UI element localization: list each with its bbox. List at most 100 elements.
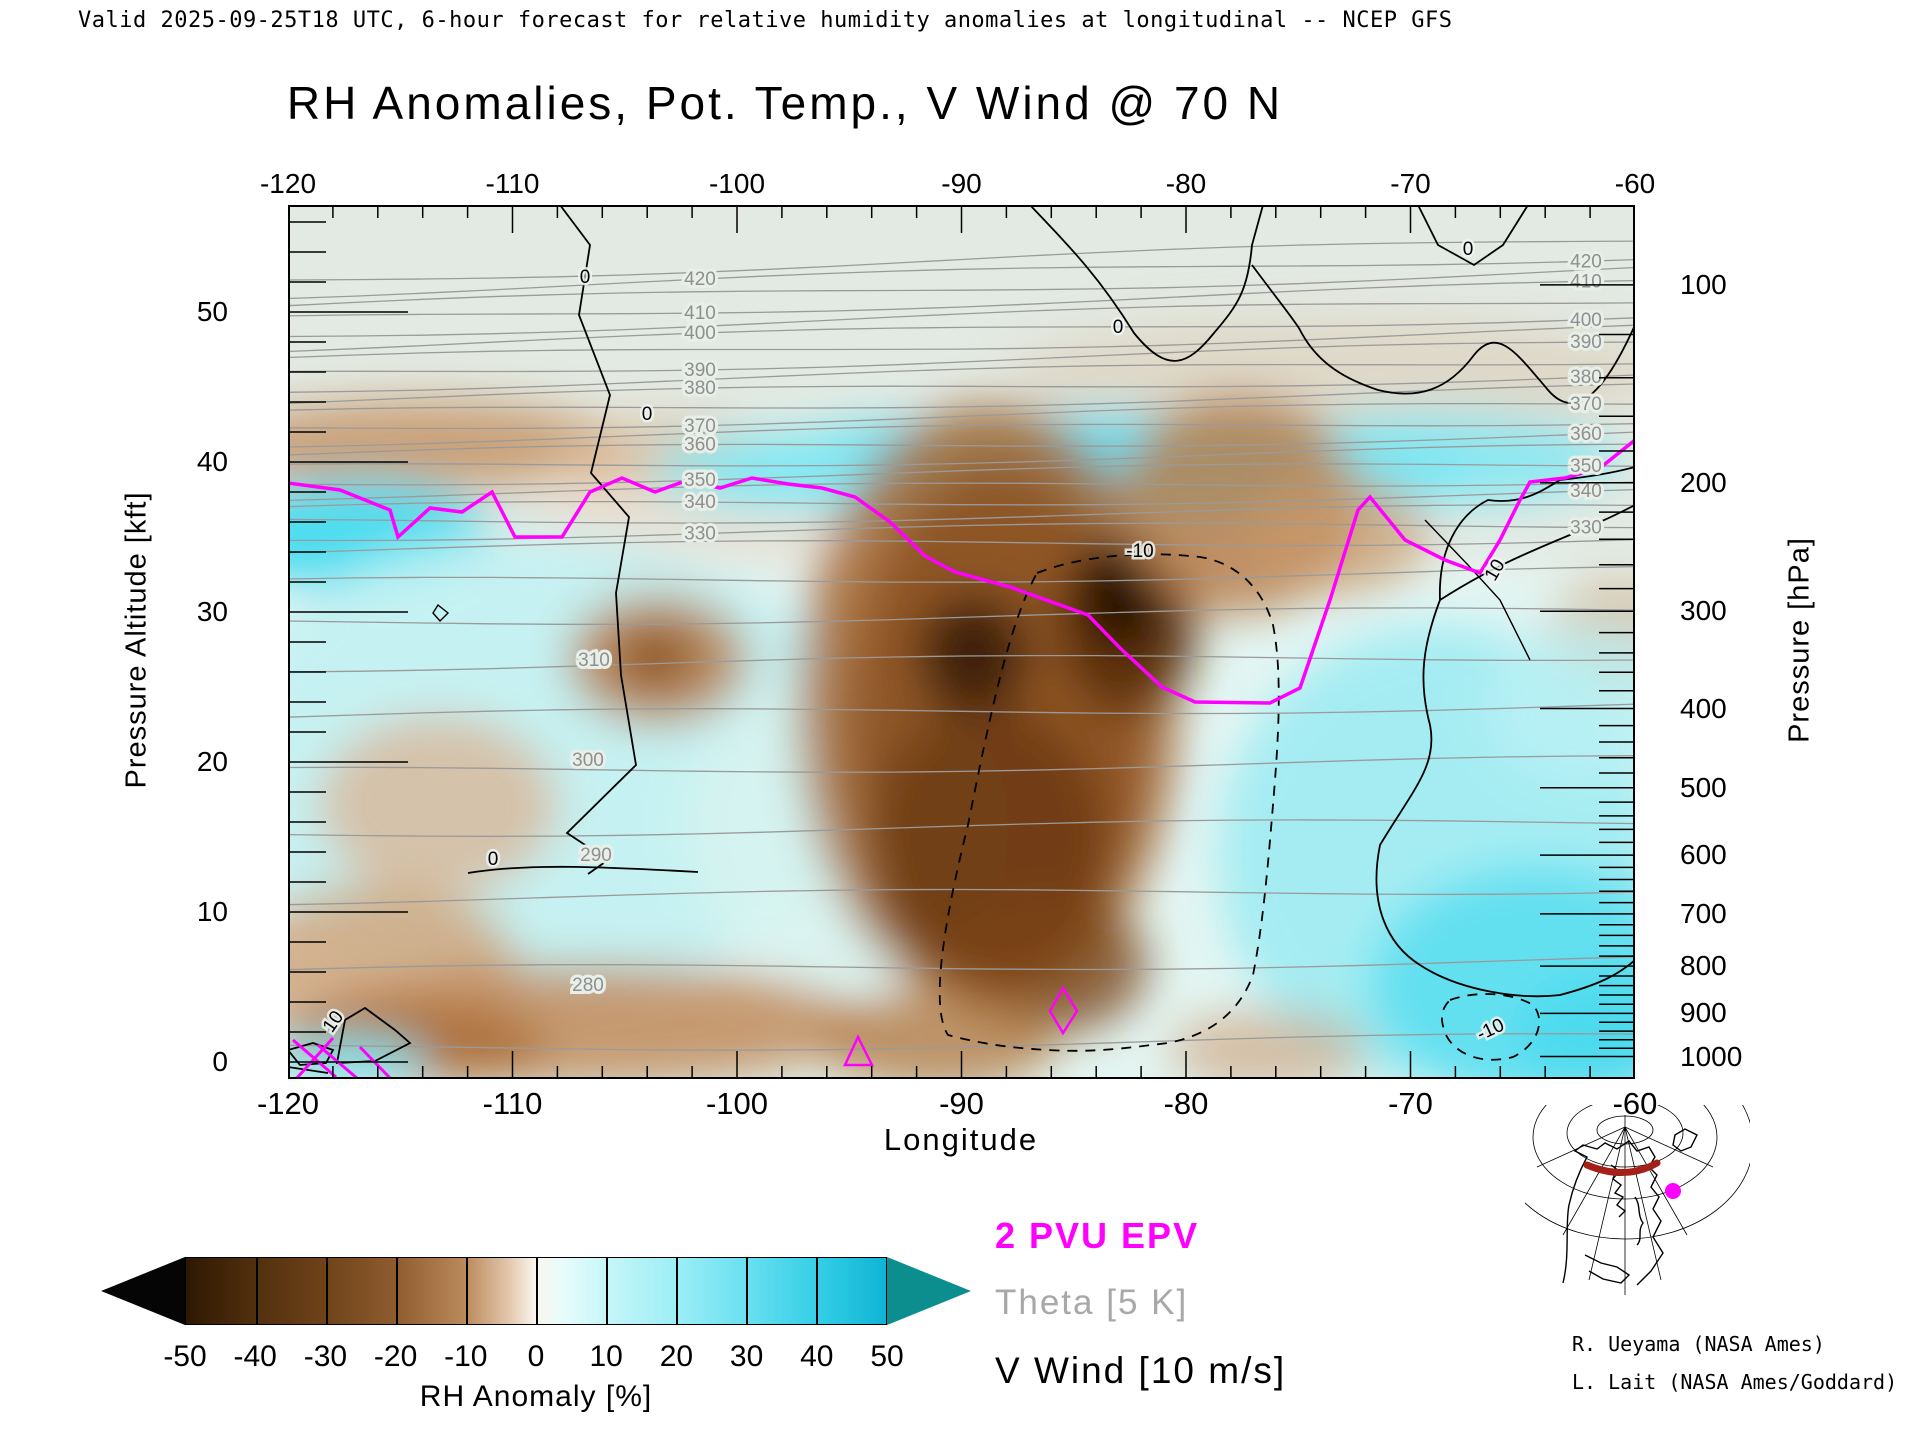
right-axis-tick-label: 600 bbox=[1680, 839, 1727, 871]
right-axis-tick-label: 500 bbox=[1680, 771, 1727, 803]
colorbar-tick-label: 20 bbox=[659, 1340, 694, 1373]
theta-contour-label: 360 bbox=[1570, 424, 1602, 445]
x-tick-label-bottom: -120 bbox=[256, 1086, 320, 1121]
theta-contour-label: 410 bbox=[684, 303, 716, 324]
location-marker-dot bbox=[1665, 1183, 1681, 1199]
map-graticule bbox=[1525, 1105, 1750, 1295]
right-axis-tick-label: 700 bbox=[1680, 897, 1727, 929]
theta-contour-label: 330 bbox=[1570, 517, 1602, 538]
cross-section-path-arc bbox=[1583, 1159, 1661, 1177]
x-tick-label-bottom: -60 bbox=[1612, 1086, 1658, 1121]
left-axis-tick-label: 10 bbox=[196, 896, 228, 927]
x-tick-label-bottom: -90 bbox=[939, 1086, 984, 1121]
colorbar-tick-label: -50 bbox=[163, 1340, 207, 1373]
theta-contour-label: 400 bbox=[684, 323, 716, 344]
credit-line-2: L. Lait (NASA Ames/Goddard) bbox=[1572, 1370, 1898, 1394]
colorbar-tick-label: 0 bbox=[527, 1340, 545, 1373]
legend-epv-label: 2 PVU EPV bbox=[995, 1215, 1200, 1256]
colorbar-separator bbox=[396, 1258, 398, 1324]
theta-contour-label: 400 bbox=[1570, 310, 1602, 331]
theta-contour-label: 370 bbox=[684, 416, 716, 437]
theta-contour-label: 380 bbox=[684, 378, 716, 399]
inset-locator-map bbox=[1525, 1105, 1750, 1295]
theta-contour-label: 350 bbox=[1570, 456, 1602, 477]
x-tick-label-top: -110 bbox=[485, 168, 540, 199]
theta-contour-label: 330 bbox=[684, 524, 716, 545]
colorbar-separator bbox=[816, 1258, 818, 1324]
legend-theta-label: Theta [5 K] bbox=[995, 1283, 1189, 1322]
x-tick-label-bottom: -80 bbox=[1163, 1086, 1209, 1121]
page-title: RH Anomalies, Pot. Temp., V Wind @ 70 N bbox=[286, 77, 1284, 129]
colorbar-left-arrow bbox=[101, 1257, 185, 1325]
left-axis-tick-label: 40 bbox=[196, 446, 228, 477]
legend-vwind-label: V Wind [10 m/s] bbox=[995, 1350, 1287, 1391]
colorbar-gradient-bar bbox=[185, 1257, 887, 1325]
x-tick-label-top: -120 bbox=[259, 168, 317, 199]
theta-contour-label: 380 bbox=[1570, 367, 1602, 388]
colorbar-tick-label: -40 bbox=[233, 1340, 277, 1373]
colorbar-tick-label: -30 bbox=[303, 1340, 348, 1373]
x-tick-label-top: -60 bbox=[1614, 168, 1656, 199]
theta-contour-label: 370 bbox=[1570, 394, 1602, 415]
right-axis-title: Pressure [hPa] bbox=[1783, 537, 1816, 743]
theta-contour-label: 390 bbox=[684, 360, 716, 381]
left-axis-tick-label: 20 bbox=[196, 746, 228, 777]
left-axis-tick-label: 0 bbox=[212, 1046, 228, 1077]
right-axis-tick-label: 400 bbox=[1680, 692, 1727, 724]
x-tick-label-top: -80 bbox=[1165, 168, 1207, 199]
x-axis-title: Longitude bbox=[883, 1122, 1039, 1157]
credit-line-1: R. Ueyama (NASA Ames) bbox=[1572, 1332, 1825, 1356]
epv-2pvu-line bbox=[288, 438, 1635, 1079]
left-axis-tick-label: 50 bbox=[196, 296, 228, 327]
vwind-negative-dashed-contours bbox=[938, 553, 1541, 1061]
colorbar-separator bbox=[606, 1258, 608, 1324]
colorbar-tick-label: -20 bbox=[373, 1340, 418, 1373]
vwind-contour-label: 0 bbox=[580, 267, 591, 288]
validity-info-line: Valid 2025-09-25T18 UTC, 6-hour forecast… bbox=[78, 8, 1453, 33]
plot-border bbox=[288, 205, 1635, 1079]
colorbar-separator bbox=[536, 1258, 538, 1324]
theta-contour-label: 300 bbox=[572, 750, 604, 771]
right-axis-tick-label: 200 bbox=[1680, 466, 1727, 498]
theta-contour-label: 360 bbox=[684, 435, 716, 456]
colorbar-tick-label: 30 bbox=[729, 1340, 764, 1373]
colorbar-separator bbox=[256, 1258, 258, 1324]
colorbar-separator bbox=[676, 1258, 678, 1324]
left-axis-title: Pressure Altitude [kft] bbox=[120, 491, 153, 789]
theta-contour-label: 280 bbox=[572, 975, 604, 996]
theta-contour-label: 340 bbox=[684, 492, 716, 513]
right-axis-tick-label: 100 bbox=[1680, 268, 1727, 300]
colorbar bbox=[101, 1257, 971, 1325]
theta-contour-lines bbox=[288, 240, 1635, 1051]
x-tick-label-top: -90 bbox=[941, 168, 982, 199]
right-axis-tick-label: 900 bbox=[1680, 997, 1727, 1029]
colorbar-tick-label: 10 bbox=[589, 1340, 623, 1373]
rh-anomaly-fill-field bbox=[288, 205, 1635, 1079]
vwind-contour-label: 0 bbox=[642, 404, 653, 425]
map-coastlines bbox=[1562, 1128, 1698, 1286]
x-tick-label-bottom: -110 bbox=[482, 1086, 543, 1121]
theta-contour-label: 310 bbox=[578, 650, 610, 671]
theta-contour-label: 340 bbox=[1570, 481, 1602, 502]
colorbar-separator bbox=[746, 1258, 748, 1324]
colorbar-tick-label: 50 bbox=[870, 1340, 904, 1373]
vwind-contour-label: 0 bbox=[488, 849, 499, 870]
right-axis-tick-label: 1000 bbox=[1680, 1040, 1743, 1072]
right-axis-tick-label: 800 bbox=[1680, 950, 1727, 982]
axis-ticks bbox=[288, 205, 1635, 1079]
theta-contour-label: 410 bbox=[1570, 271, 1602, 292]
vwind-contour-lines bbox=[288, 205, 1635, 1074]
x-tick-label-top: -70 bbox=[1390, 168, 1431, 199]
colorbar-title: RH Anomaly [%] bbox=[419, 1380, 653, 1413]
vwind-contour-label: -10 bbox=[1126, 541, 1153, 562]
colorbar-separator bbox=[466, 1258, 468, 1324]
x-tick-label-bottom: -70 bbox=[1388, 1086, 1433, 1121]
colorbar-tick-label: 40 bbox=[800, 1340, 834, 1373]
theta-contour-label: 420 bbox=[1570, 251, 1602, 272]
vwind-contour-label: 0 bbox=[1113, 317, 1124, 338]
theta-contour-label: 290 bbox=[580, 845, 612, 866]
theta-contour-label: 390 bbox=[1570, 332, 1602, 353]
colorbar-right-arrow bbox=[887, 1257, 971, 1325]
